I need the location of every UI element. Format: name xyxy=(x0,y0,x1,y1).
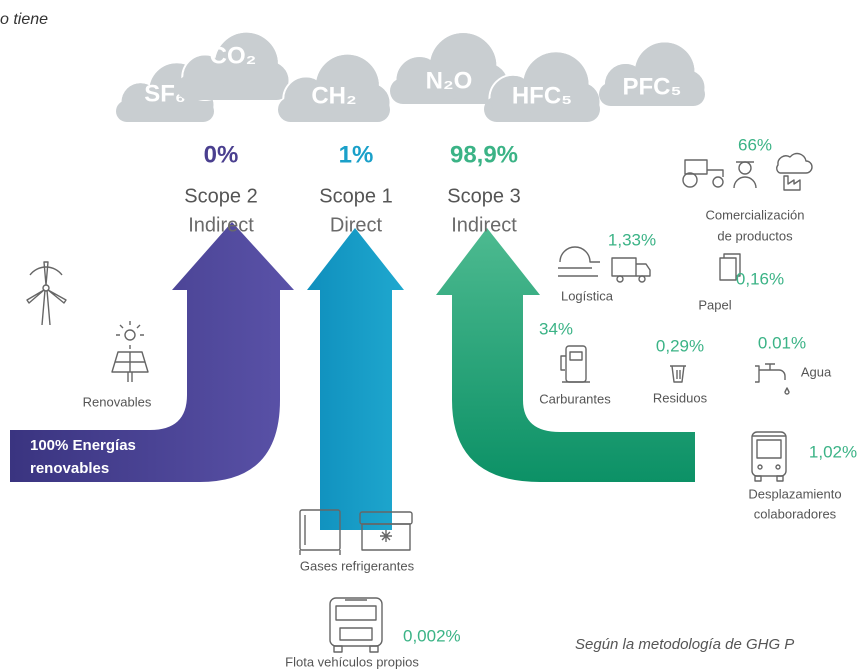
scope-kind: Direct xyxy=(330,214,383,236)
item-percent: 0.01% xyxy=(758,333,806,352)
scope-kind: Indirect xyxy=(451,214,517,236)
scope1-arrow xyxy=(307,228,404,530)
bus-icon xyxy=(752,432,786,481)
scope-title: Scope 3 xyxy=(447,185,520,207)
windmill-icon xyxy=(27,262,66,325)
cloud: CO₂ xyxy=(177,32,289,100)
footer-text: Según la metodología de GHG P xyxy=(575,636,794,653)
cloud-part xyxy=(251,62,288,99)
item-label: Carburantes xyxy=(539,391,611,406)
scope-title: Scope 2 xyxy=(184,185,257,207)
item-percent: 1,02% xyxy=(809,442,857,461)
scope-percent: 1% xyxy=(339,141,374,168)
gas-label: N₂O xyxy=(426,67,473,94)
cloud-part xyxy=(352,84,389,121)
gas-label: CO₂ xyxy=(210,42,257,69)
fuel-icon xyxy=(561,346,590,382)
cloud: HFC₅ xyxy=(484,51,600,122)
item-percent: 34% xyxy=(539,319,573,338)
item-percent: 0,16% xyxy=(736,269,784,288)
bin-icon xyxy=(670,366,686,382)
gas-label: PFC₅ xyxy=(622,73,681,100)
item-percent: 1,33% xyxy=(608,230,656,249)
scope-percent: 0% xyxy=(204,141,239,168)
item-label: Logística xyxy=(561,288,614,303)
gas-label: HFC₅ xyxy=(512,82,572,109)
item-label: Desplazamiento xyxy=(748,486,841,501)
gas-label: CH₂ xyxy=(311,82,356,109)
refrigerants-label: Gases refrigerantes xyxy=(300,558,415,573)
header-text: o tiene xyxy=(0,11,48,28)
fleet-percent: 0,002% xyxy=(403,626,461,645)
scope-kind: Indirect xyxy=(188,214,254,236)
banner-text: renovables xyxy=(30,460,109,477)
infographic: o tiene SF₆CO₂CH₂N₂OHFC₅PFC₅ 0% Scope 2 … xyxy=(0,0,866,672)
tap-icon xyxy=(755,364,789,394)
logistics-icons xyxy=(558,247,650,282)
item-label: Papel xyxy=(698,297,731,312)
item-label: colaboradores xyxy=(754,506,837,521)
cloud: PFC₅ xyxy=(599,41,705,106)
item-label: Residuos xyxy=(653,390,708,405)
scope-percent: 98,9% xyxy=(450,141,518,168)
item-label: Agua xyxy=(801,364,832,379)
solar-icon xyxy=(112,321,148,382)
item-label: Comercialización xyxy=(706,207,805,222)
truck-icon xyxy=(330,598,382,652)
fleet-label: Flota vehículos propios xyxy=(285,654,419,669)
item-label: de productos xyxy=(717,228,793,243)
banner-text: 100% Energías xyxy=(30,437,136,454)
item-percent: 66% xyxy=(738,135,772,154)
cloud: CH₂ xyxy=(278,54,390,122)
renewables-label: Renovables xyxy=(83,394,152,409)
scope-title: Scope 1 xyxy=(319,185,392,207)
item-percent: 0,29% xyxy=(656,336,704,355)
products-icons xyxy=(683,153,812,190)
